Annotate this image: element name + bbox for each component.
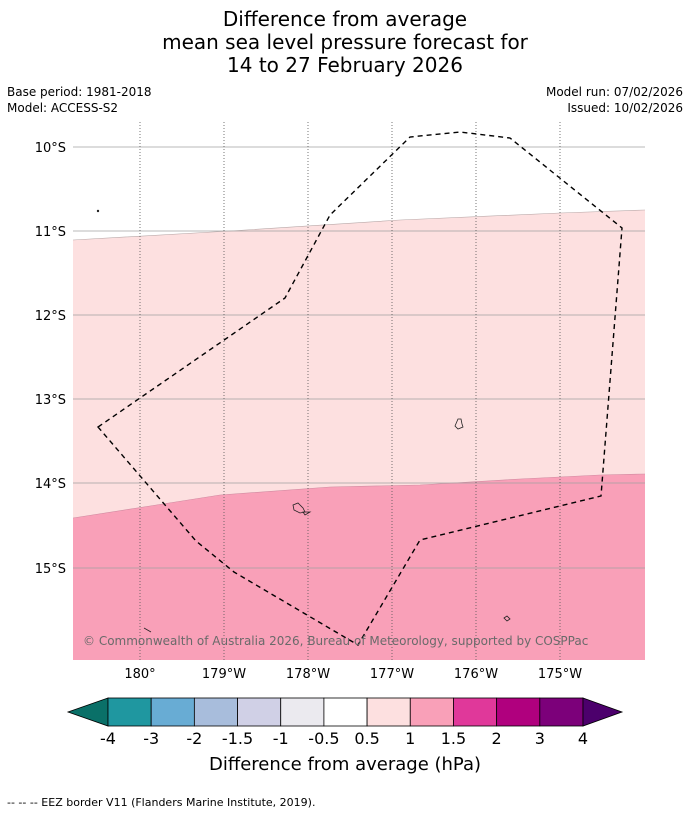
model-name: Model: ACCESS-S2 (7, 101, 119, 115)
lat-label: 12°S (35, 309, 66, 324)
colorbar: -4 -3 -2 -1.5 -1 -0.5 0.5 1 1.5 2 3 4 Difference fr… (66, 697, 624, 775)
model-run: Model run: 07/02/2026 (545, 85, 683, 99)
lon-label: 177°W (370, 667, 414, 682)
colorbar-cells (66, 697, 624, 727)
lon-label: 175°W (538, 667, 582, 682)
colorbar-tick-label: -2 (186, 729, 202, 748)
lon-label: 176°W (454, 667, 498, 682)
colorbar-cell (409, 697, 454, 727)
lat-label: 14°S (35, 477, 66, 492)
latitude-labels: 10°S 11°S 12°S 13°S 14°S 15°S (35, 141, 66, 577)
colorbar-cell (539, 697, 584, 727)
colorbar-cell (237, 697, 282, 727)
islands (96, 209, 511, 633)
model-info: Base period: 1981-2018 Model: ACCESS-S2 (7, 84, 152, 116)
lon-label: 179°W (202, 667, 246, 682)
contour-line-lower (73, 473, 645, 519)
colorbar-tick-label: 4 (578, 729, 588, 748)
island-southeast (503, 615, 511, 622)
colorbar-tick-label: -0.5 (308, 729, 339, 748)
map-area: © Commonwealth of Australia 2026, Bureau… (73, 122, 645, 660)
islet-south (302, 511, 312, 516)
colorbar-cell (496, 697, 541, 727)
title-line-1: Difference from average (222, 7, 468, 31)
colorbar-tick-label: 3 (535, 729, 545, 748)
lat-label: 11°S (35, 225, 66, 240)
run-info: Model run: 07/02/2026 Issued: 10/02/2026 (546, 84, 683, 116)
colorbar-tick-label: -1 (273, 729, 289, 748)
title-line-2: mean sea level pressure forecast for (162, 30, 528, 54)
contour-line-upper (73, 209, 645, 241)
colorbar-tick-label: 2 (492, 729, 502, 748)
colorbar-tick-label: -1.5 (222, 729, 253, 748)
title-line-3: 14 to 27 February 2026 (227, 53, 463, 77)
colorbar-tick-label: -3 (143, 729, 159, 748)
map-title: Difference from average mean sea level p… (0, 8, 690, 77)
colorbar-ticks: -4 -3 -2 -1.5 -1 -0.5 0.5 1 1.5 2 3 4 (100, 729, 588, 748)
lat-label: 13°S (35, 393, 66, 408)
base-period: Base period: 1981-2018 (7, 85, 152, 99)
colorbar-cell (193, 697, 238, 727)
colorbar-tick-label: -4 (100, 729, 116, 748)
colorbar-cell (280, 697, 325, 727)
lat-label: 15°S (35, 562, 66, 577)
colorbar-extend-high (582, 697, 624, 727)
colorbar-cell (453, 697, 498, 727)
reef-southwest (143, 627, 152, 633)
eez-legend-note: -- -- -- EEZ border V11 (Flanders Marine… (7, 796, 316, 809)
lon-label: 180° (124, 667, 155, 682)
colorbar-extend-low (66, 697, 109, 727)
lon-label: 178°W (286, 667, 330, 682)
island-dot (96, 209, 100, 213)
island-east (454, 418, 464, 430)
colorbar-cell (366, 697, 411, 727)
colorbar-cell (150, 697, 195, 727)
latitude-gridlines (73, 146, 645, 569)
longitude-labels: 180° 179°W 178°W 177°W 176°W 175°W (124, 667, 582, 682)
lat-label: 10°S (35, 141, 66, 156)
colorbar-cell (107, 697, 152, 727)
issued-date: Issued: 10/02/2026 (567, 101, 683, 115)
colorbar-label: Difference from average (hPa) (209, 754, 481, 775)
eez-border (96, 131, 623, 646)
colorbar-tick-label: 0.5 (354, 729, 379, 748)
copyright-note: © Commonwealth of Australia 2026, Bureau… (83, 634, 588, 648)
colorbar-tick-label: 1.5 (441, 729, 466, 748)
colorbar-tick-label: 1 (405, 729, 415, 748)
colorbar-cell (323, 697, 368, 727)
